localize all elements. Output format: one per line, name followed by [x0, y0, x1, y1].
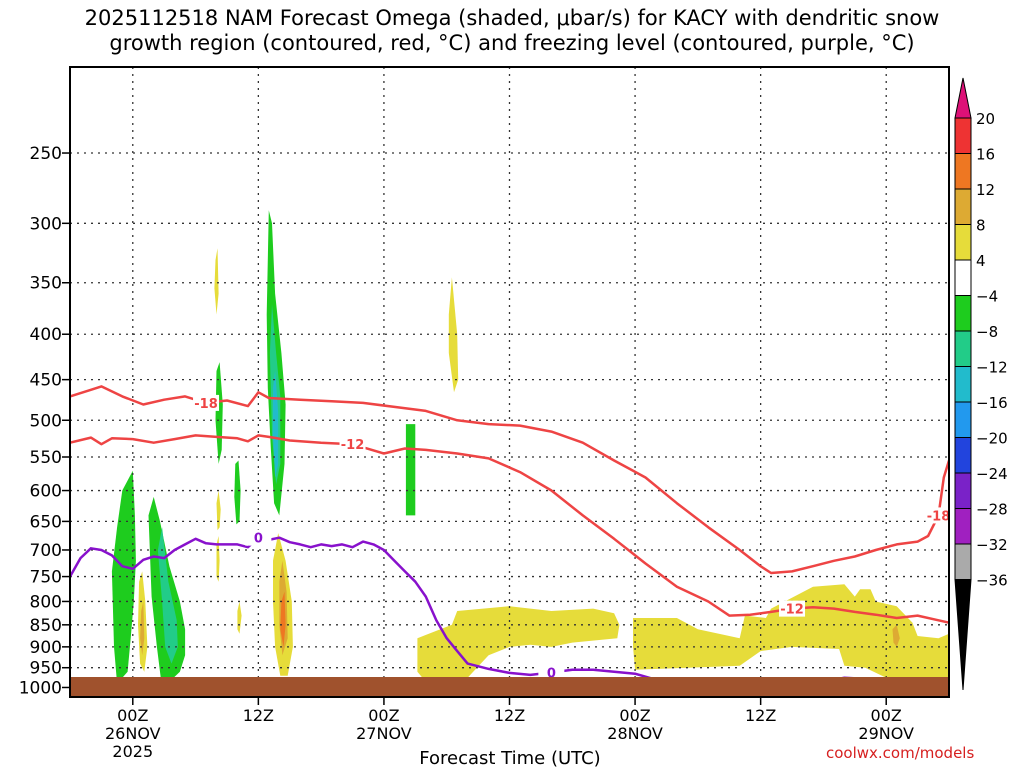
omega-region-11 — [216, 490, 221, 531]
y-tick-label: 250 — [30, 144, 62, 164]
colorbar-segment — [954, 401, 972, 438]
colorbar-top-arrow — [954, 77, 972, 119]
colorbar-label: 8 — [976, 217, 986, 235]
omega-region-9 — [214, 248, 219, 315]
x-tick-label: 00Z — [871, 706, 902, 725]
y-tick-label: 550 — [30, 448, 62, 468]
chart-title: 2025112518 NAM Forecast Omega (shaded, μ… — [0, 6, 1024, 56]
y-tick-label: 1000 — [19, 678, 62, 698]
colorbar-label: 12 — [976, 181, 995, 199]
y-tick-label: 750 — [30, 568, 62, 588]
x-tick-label: 27NOV — [356, 724, 412, 743]
colorbar-segment — [954, 117, 972, 154]
y-tick-label: 450 — [30, 371, 62, 391]
colorbar-segment — [954, 543, 972, 580]
colorbar-label: −20 — [976, 430, 1008, 448]
x-tick-label: 12Z — [494, 706, 525, 725]
y-tick-label: 700 — [30, 541, 62, 561]
colorbar-segment — [954, 153, 972, 190]
omega-region-16 — [280, 591, 286, 647]
x-tick-label: 28NOV — [607, 724, 663, 743]
colorbar-label: −24 — [976, 465, 1008, 483]
colorbar-segment — [954, 259, 972, 296]
colorbar-label: −32 — [976, 536, 1008, 554]
y-tick-label: 500 — [30, 411, 62, 431]
contour-lines: -18 -18 -12 -12 0 0 — [70, 385, 951, 697]
colorbar-bottom-arrow — [954, 579, 972, 691]
y-tick-label: 900 — [30, 638, 62, 658]
y-tick-label: 850 — [30, 616, 62, 636]
omega-region-10 — [448, 277, 459, 393]
y-axis: 2503003504004505005506006507007508008509… — [19, 144, 70, 698]
colorbar-label: −4 — [976, 288, 998, 306]
x-tick-label: 00Z — [368, 706, 399, 725]
footer-credit: coolwx.com/models — [826, 744, 975, 762]
colorbar-label: −36 — [976, 572, 1008, 590]
colorbar-segment — [954, 472, 972, 509]
x-axis-title: Forecast Time (UTC) — [419, 748, 601, 769]
colorbar-label: −16 — [976, 394, 1008, 412]
title-line-1: 2025112518 NAM Forecast Omega (shaded, μ… — [84, 6, 940, 30]
y-tick-label: 650 — [30, 512, 62, 532]
title-line-2: growth region (contoured, red, °C) and f… — [109, 31, 915, 55]
contour-label-bg — [925, 507, 949, 524]
x-tick-label: 00Z — [117, 706, 148, 725]
x-tick-label: 12Z — [243, 706, 274, 725]
colorbar-segment — [954, 437, 972, 474]
y-tick-label: 400 — [30, 325, 62, 345]
colorbar: 20 16 12 8 4 −4 −8 −12 −16 −20 −24 −28 −32 −36 — [954, 77, 1008, 691]
contour-label: -18 — [927, 509, 951, 524]
y-tick-label: 350 — [30, 274, 62, 294]
omega-region-13 — [237, 601, 242, 634]
x-tick-label: 12Z — [745, 706, 776, 725]
omega-shading — [111, 210, 949, 686]
contour-label: -12 — [341, 438, 365, 453]
colorbar-segment — [954, 366, 972, 403]
colorbar-label: 20 — [976, 110, 995, 128]
colorbar-label: −12 — [976, 359, 1008, 377]
contour-line-1 — [70, 434, 949, 624]
x-tick-label: 26NOV — [105, 724, 161, 743]
contour-label-bg — [245, 529, 272, 546]
y-tick-label: 600 — [30, 482, 62, 502]
colorbar-segment — [954, 224, 972, 261]
grid-lines — [70, 67, 949, 697]
colorbar-segment — [954, 508, 972, 545]
contour-label-bg — [339, 436, 366, 453]
colorbar-segment — [954, 330, 972, 367]
contour-line-0 — [70, 385, 949, 575]
colorbar-label: −28 — [976, 501, 1008, 519]
omega-region-20 — [633, 584, 949, 686]
omega-region-3 — [215, 362, 223, 464]
omega-region-4 — [234, 460, 241, 525]
y-tick-label: 950 — [30, 659, 62, 679]
contour-label-bg — [193, 394, 220, 411]
colorbar-label: −8 — [976, 323, 998, 341]
contour-label-bg — [538, 664, 565, 681]
y-tick-label: 300 — [30, 214, 62, 234]
contour-label: 0 — [547, 667, 556, 682]
contour-label: -12 — [780, 603, 804, 618]
y-tick-label: 800 — [30, 592, 62, 612]
x-tick-label: 00Z — [619, 706, 650, 725]
colorbar-label: 4 — [976, 252, 986, 270]
colorbar-segment — [954, 188, 972, 225]
omega-region-21 — [892, 624, 900, 647]
omega-region-18 — [140, 601, 145, 656]
omega-region-2 — [157, 527, 178, 664]
contour-label: -18 — [194, 397, 218, 412]
colorbar-label: 16 — [976, 146, 995, 164]
contour-label: 0 — [254, 532, 263, 547]
x-tick-label: 2025 — [112, 742, 153, 761]
contour-label-bg — [779, 600, 806, 617]
colorbar-segment — [954, 295, 972, 332]
terrain-band — [70, 677, 949, 697]
contour-line-2 — [70, 536, 689, 697]
omega-region-0 — [111, 470, 136, 684]
omega-region-8 — [405, 424, 416, 516]
x-tick-label: 29NOV — [858, 724, 914, 743]
omega-region-12 — [216, 536, 220, 582]
